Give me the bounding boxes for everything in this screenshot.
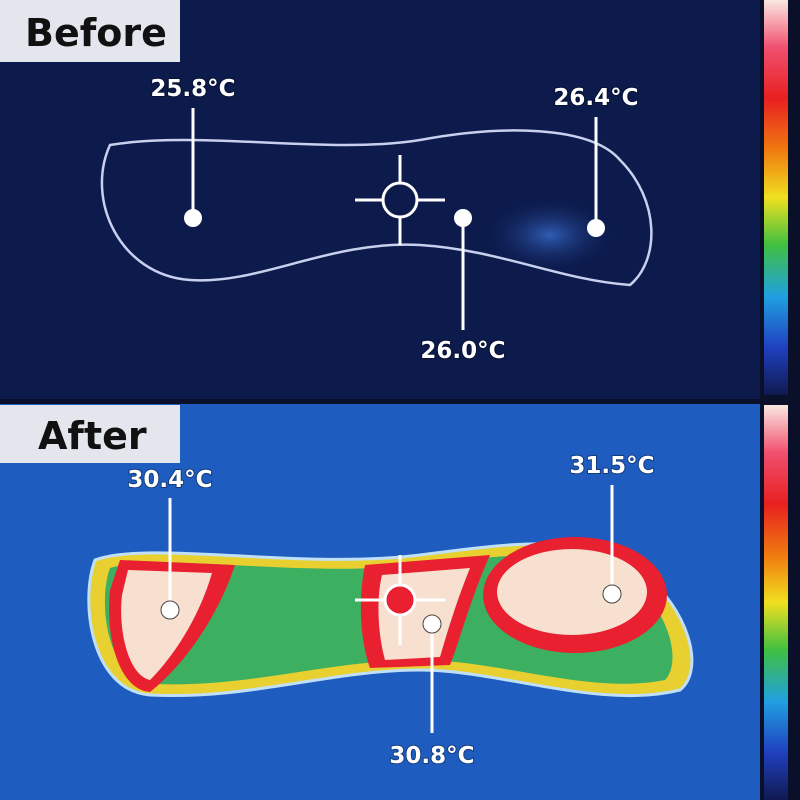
panel-label: After <box>38 414 147 458</box>
reading: 26.4°C <box>553 85 638 111</box>
heel-core <box>121 570 212 680</box>
toe-core <box>497 549 647 635</box>
panel-label: Before <box>25 11 167 55</box>
leader-lines <box>168 485 614 733</box>
crosshair <box>355 155 445 245</box>
reading: 31.5°C <box>569 453 654 479</box>
color-scale <box>764 405 788 800</box>
divider <box>0 399 800 404</box>
markers <box>160 584 622 634</box>
color-scale <box>764 0 788 395</box>
reading: 25.8°C <box>150 76 235 102</box>
label-box <box>0 0 180 62</box>
insole-outline <box>100 129 653 287</box>
label-box <box>0 405 180 463</box>
reading: 26.0°C <box>420 338 505 364</box>
leader-lines <box>191 108 598 330</box>
crosshair <box>355 555 445 645</box>
markers <box>184 209 605 237</box>
warm-spot <box>480 195 620 275</box>
reading: 30.8°C <box>389 743 474 769</box>
reading: 30.4°C <box>127 467 212 493</box>
